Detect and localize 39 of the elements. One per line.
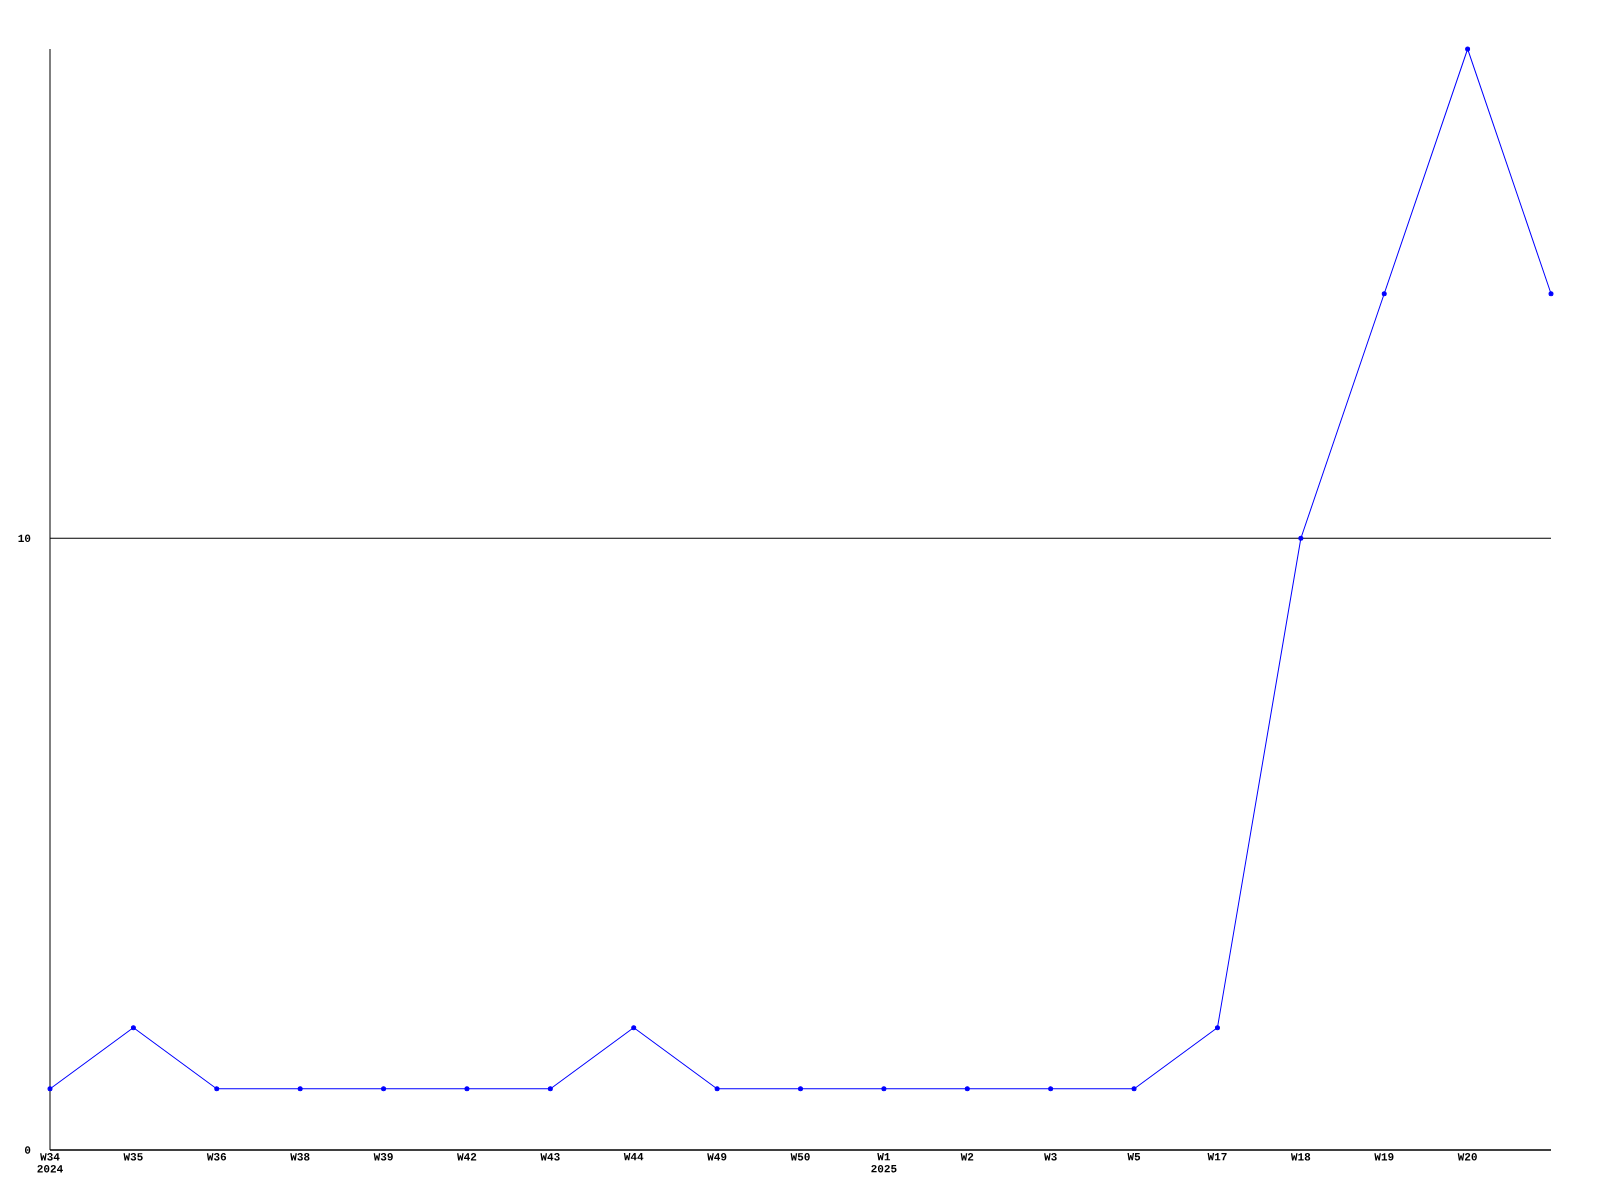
x-tick-label: W1 2025: [871, 1153, 897, 1173]
x-tick-label: W5: [1127, 1153, 1141, 1161]
point: [47, 1086, 53, 1092]
point: [1214, 1025, 1220, 1031]
x-tick-label: W34 2024: [37, 1153, 63, 1173]
point: [714, 1086, 720, 1092]
x-tick-label: W39: [373, 1153, 393, 1161]
point: [881, 1086, 887, 1092]
point: [1465, 46, 1471, 52]
point: [547, 1086, 553, 1092]
x-tick-label: W36: [206, 1153, 227, 1161]
x-tick-label: W18: [1290, 1153, 1311, 1161]
point: [297, 1086, 303, 1092]
point: [130, 1025, 136, 1031]
point: [1381, 291, 1387, 297]
point: [1048, 1086, 1054, 1092]
point: [631, 1025, 637, 1031]
point: [381, 1086, 387, 1092]
x-tick-label: W35: [123, 1153, 143, 1161]
point: [1548, 291, 1554, 297]
point: [464, 1086, 470, 1092]
y-tick-label: 0: [24, 1146, 31, 1154]
point: [214, 1086, 220, 1092]
point: [1298, 535, 1304, 541]
y-tick-label: 10: [18, 534, 31, 543]
x-tick-label: W42: [457, 1153, 477, 1161]
x-tick-label: W43: [540, 1153, 560, 1161]
point: [964, 1086, 970, 1092]
x-tick-label: W44: [623, 1153, 644, 1161]
point: [1131, 1086, 1137, 1092]
x-tick-label: W38: [290, 1153, 310, 1161]
x-tick-label: W3: [1044, 1153, 1057, 1161]
x-tick-label: W50: [790, 1153, 810, 1161]
x-tick-label: W2: [960, 1153, 974, 1161]
x-tick-label: W19: [1374, 1153, 1394, 1161]
point: [798, 1086, 804, 1092]
x-tick-label: W17: [1207, 1153, 1227, 1161]
x-tick-label: W20: [1457, 1153, 1477, 1161]
x-tick-label: W49: [707, 1153, 727, 1161]
